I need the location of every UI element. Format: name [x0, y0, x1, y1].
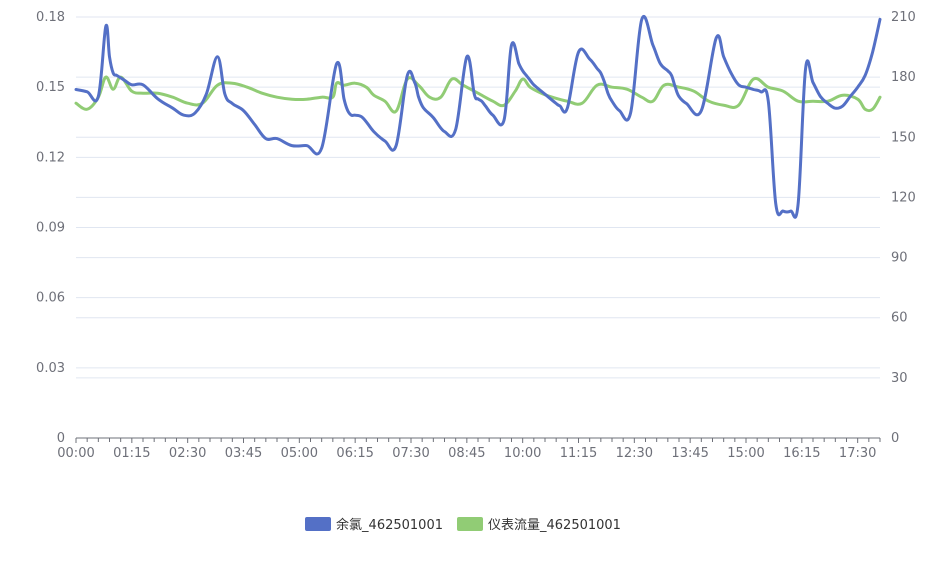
x-tick-label-4: 05:00 — [281, 446, 318, 461]
legend-label-series-1: 余氯_462501001 — [336, 518, 443, 533]
y-left-tick-label-2: 0.06 — [36, 291, 65, 306]
x-tick-label-9: 11:15 — [560, 446, 597, 461]
legend-item-series-1[interactable]: 余氯_462501001 — [305, 514, 443, 533]
y-left-tick-label-4: 0.12 — [36, 150, 65, 165]
y-right-tick-label-3: 90 — [891, 251, 908, 266]
x-tick-label-10: 12:30 — [616, 446, 653, 461]
x-tick-label-5: 06:15 — [336, 446, 373, 461]
y-right-tick-label-5: 150 — [891, 130, 916, 145]
legend: 余氯_462501001 仪表流量_462501001 — [0, 514, 926, 533]
y-left-tick-label-3: 0.09 — [36, 221, 65, 236]
y-left-tick-label-6: 0.18 — [36, 10, 65, 25]
series-line-2 — [74, 75, 882, 114]
x-tick-label-0: 00:00 — [57, 446, 94, 461]
x-tick-label-2: 02:30 — [169, 446, 206, 461]
legend-item-series-2[interactable]: 仪表流量_462501001 — [457, 514, 621, 533]
legend-swatch-series-2 — [457, 516, 483, 531]
x-tick-label-8: 10:00 — [504, 446, 541, 461]
x-tick-label-3: 03:45 — [225, 446, 262, 461]
series-line-1 — [74, 15, 882, 219]
x-tick-label-7: 08:45 — [448, 446, 485, 461]
y-right-tick-label-6: 180 — [891, 70, 916, 85]
y-right-tick-label-1: 30 — [891, 371, 908, 386]
y-right-tick-label-0: 0 — [891, 431, 899, 446]
y-right-tick-label-7: 210 — [891, 10, 916, 25]
x-tick-label-12: 15:00 — [727, 446, 764, 461]
y-left-tick-label-1: 0.03 — [36, 361, 65, 376]
x-tick-label-14: 17:30 — [839, 446, 876, 461]
y-left-tick-label-5: 0.15 — [36, 80, 65, 95]
y-left-tick-label-0: 0 — [57, 431, 65, 446]
x-tick-label-1: 01:15 — [113, 446, 150, 461]
x-tick-label-11: 13:45 — [671, 446, 708, 461]
y-right-tick-label-4: 120 — [891, 190, 916, 205]
legend-swatch-series-1 — [305, 516, 332, 531]
y-right-tick-label-2: 60 — [891, 311, 908, 326]
x-tick-label-6: 07:30 — [392, 446, 429, 461]
legend-label-series-2: 仪表流量_462501001 — [488, 518, 621, 533]
x-tick-label-13: 16:15 — [783, 446, 820, 461]
